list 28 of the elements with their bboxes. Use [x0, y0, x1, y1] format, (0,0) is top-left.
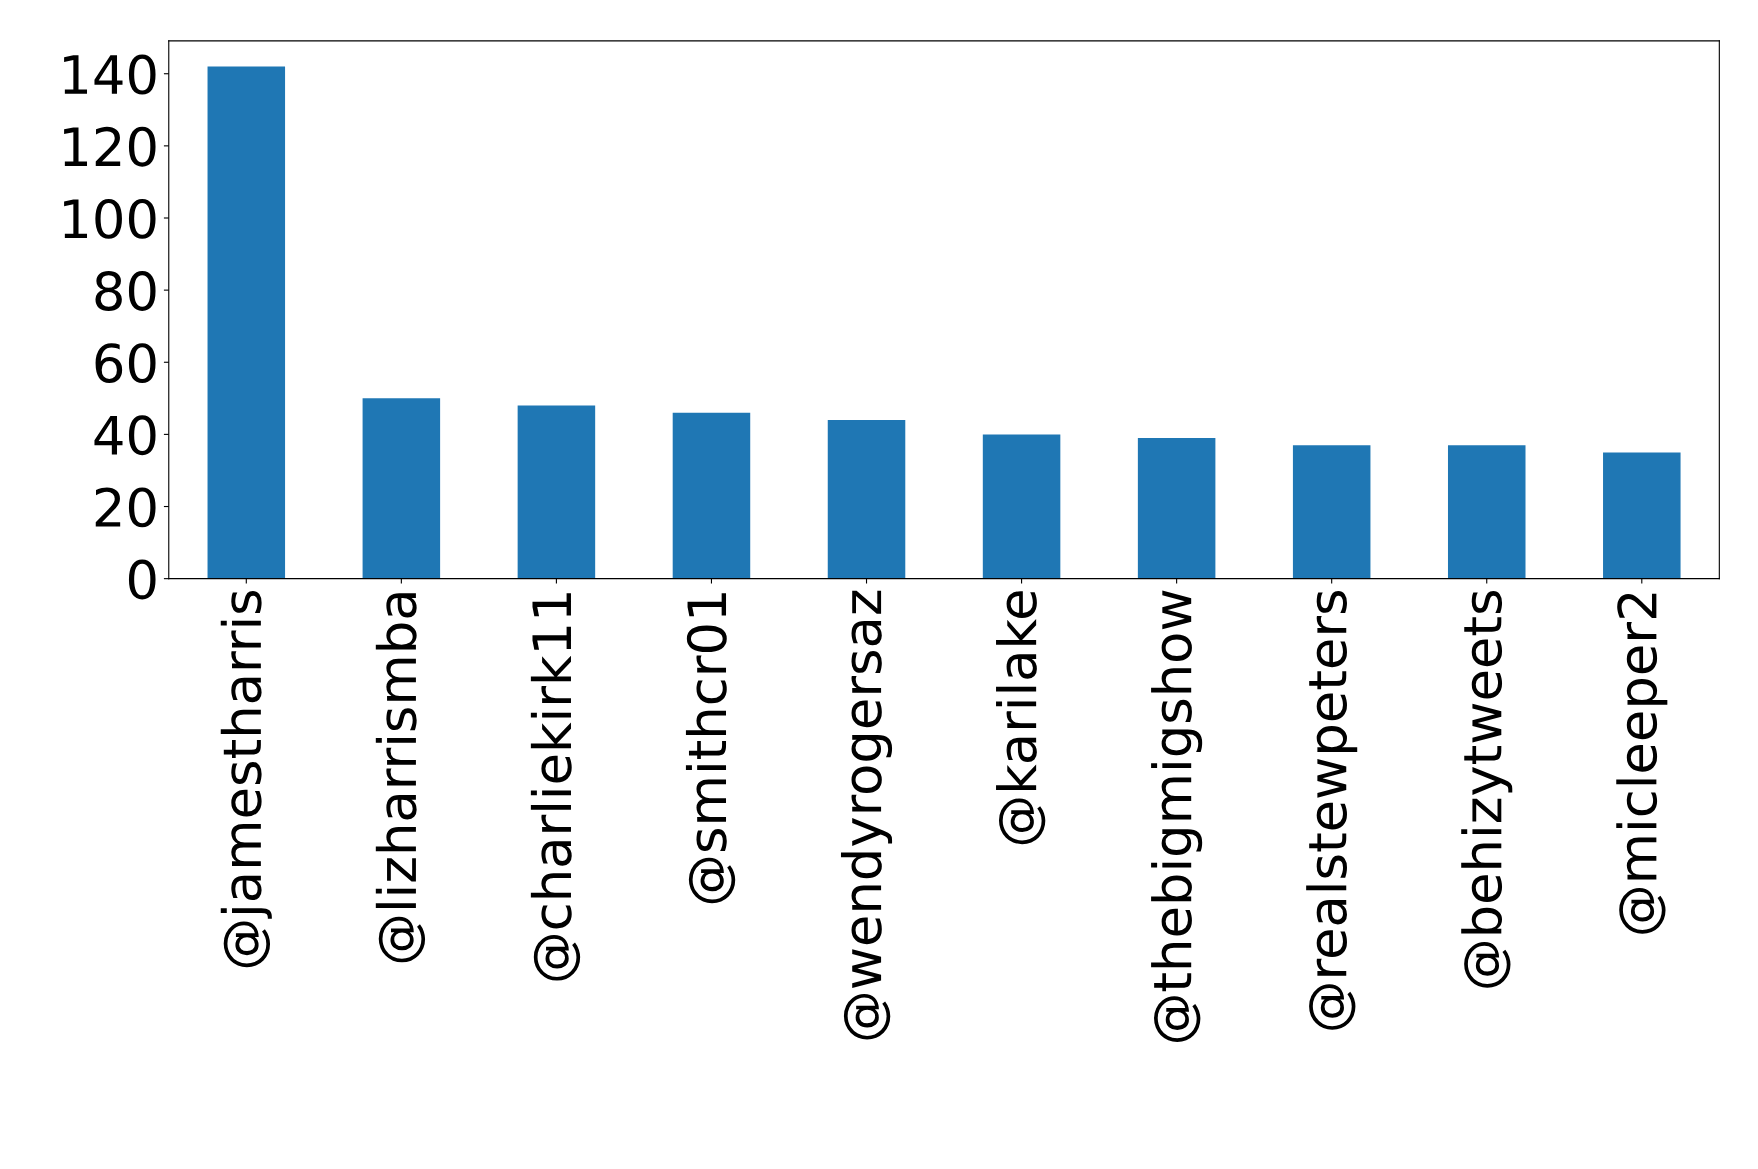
- bar: [517, 405, 596, 579]
- bar: [1137, 438, 1216, 579]
- bar: [672, 412, 751, 579]
- x-tick-label: @realstewpeters: [1306, 590, 1358, 1030]
- y-tick-label: 120: [64, 126, 156, 167]
- x-tick-label: @jamestharris: [220, 590, 272, 968]
- x-tick-label: @behizytweets: [1461, 590, 1513, 988]
- y-tick-label: 140: [64, 54, 156, 95]
- y-tick-label: 100: [64, 198, 156, 239]
- bar: [1447, 445, 1526, 579]
- y-tick-label: 60: [95, 343, 156, 384]
- bar: [362, 398, 441, 579]
- x-tick-label: @wendyrogersaz: [840, 590, 893, 1040]
- x-tick-label: @lizharrismba: [375, 593, 426, 963]
- bar: [1603, 452, 1681, 579]
- y-tick-label: 20: [95, 487, 156, 528]
- x-tick-label: @micleeper2: [1616, 593, 1668, 934]
- y-tick-label: 0: [128, 559, 156, 600]
- x-tick-label: @thebigmigshow: [1151, 590, 1203, 1042]
- x-tick-label: @smithcr01: [685, 593, 736, 904]
- y-tick-label: 40: [94, 415, 156, 456]
- y-tick-label: 80: [95, 271, 156, 311]
- x-tick-label: @charliekirk11: [530, 593, 581, 981]
- x-tick-label: @karilake: [996, 591, 1046, 845]
- bar: [1292, 445, 1371, 579]
- bar: [207, 66, 286, 579]
- bar: [982, 434, 1061, 579]
- bar: [827, 419, 906, 579]
